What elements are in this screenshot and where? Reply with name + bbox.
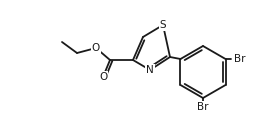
Text: S: S (160, 20, 166, 30)
Text: O: O (99, 72, 107, 82)
Text: O: O (92, 43, 100, 53)
Text: N: N (146, 65, 154, 75)
Text: Br: Br (234, 54, 245, 64)
Text: Br: Br (197, 102, 209, 112)
